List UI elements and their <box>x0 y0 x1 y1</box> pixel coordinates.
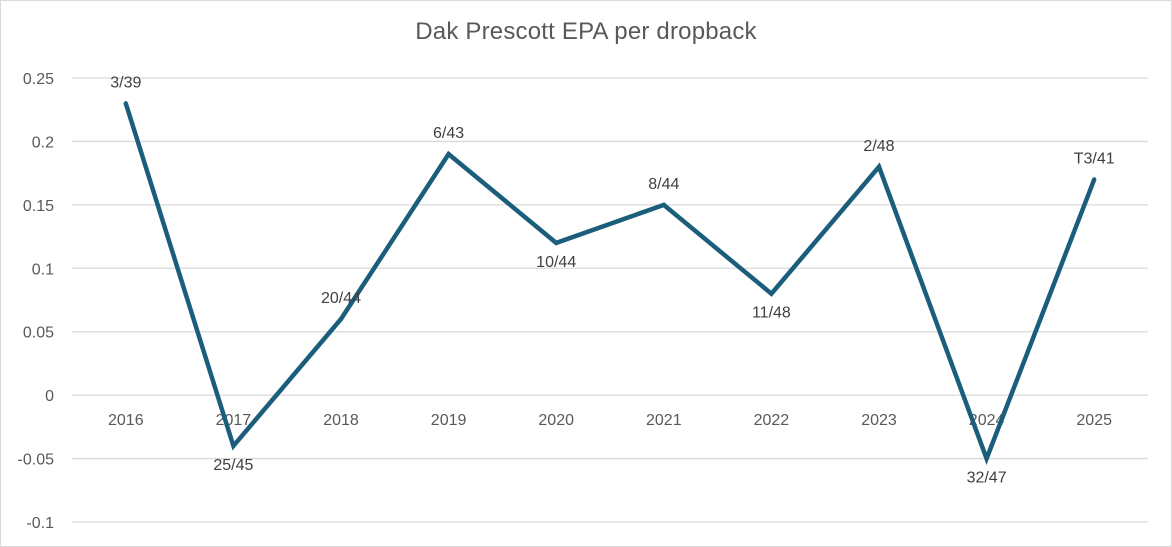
x-tick-label: 2020 <box>538 412 574 429</box>
data-label: 20/44 <box>321 290 361 307</box>
x-tick-label: 2021 <box>646 412 682 429</box>
series-layer <box>123 101 1097 465</box>
x-tick-label: 2017 <box>216 412 252 429</box>
chart-title: Dak Prescott EPA per dropback <box>415 18 757 45</box>
data-point <box>123 101 128 106</box>
x-tick-label: 2023 <box>861 412 897 429</box>
data-label: 32/47 <box>967 470 1007 487</box>
y-tick-label: 0 <box>45 388 54 405</box>
series-line <box>123 102 1097 465</box>
data-label: 6/43 <box>433 125 464 142</box>
x-tick-label: 2016 <box>108 412 144 429</box>
x-tick-label: 2018 <box>323 412 359 429</box>
y-tick-label: 0.25 <box>23 71 54 88</box>
y-tick-label: 0.05 <box>23 325 54 342</box>
data-label: 8/44 <box>648 176 679 193</box>
x-tick-label: 2024 <box>969 412 1005 429</box>
x-tick-label: 2019 <box>431 412 467 429</box>
data-label: T3/41 <box>1074 150 1115 167</box>
gridlines <box>72 77 1148 523</box>
y-tick-label: -0.1 <box>26 515 54 532</box>
y-tick-label: 0.1 <box>32 261 54 278</box>
y-tick-label: -0.05 <box>18 452 55 469</box>
data-label: 25/45 <box>213 457 253 474</box>
data-point <box>661 202 666 208</box>
data-label: 3/39 <box>110 74 141 91</box>
data-label: 11/48 <box>752 305 791 322</box>
y-axis-ticks: 0.25 0.2 0.15 0.1 0.05 0 -0.05 -0.1 <box>18 71 55 532</box>
y-tick-label: 0.2 <box>32 134 54 151</box>
data-labels: 3/39 25/45 20/44 6/43 10/44 8/44 11/48 2/48 32/4… <box>110 74 1115 486</box>
data-label: 10/44 <box>536 254 576 271</box>
data-point <box>554 240 559 246</box>
y-tick-label: 0.15 <box>23 198 54 215</box>
data-point <box>231 443 236 449</box>
data-point <box>876 164 882 169</box>
data-point <box>984 456 989 461</box>
data-label: 2/48 <box>863 138 894 155</box>
data-point <box>338 316 344 322</box>
data-point <box>446 151 451 157</box>
data-point <box>1092 177 1097 182</box>
x-tick-label: 2022 <box>754 412 790 429</box>
x-tick-label: 2025 <box>1076 412 1112 429</box>
data-point <box>769 291 774 296</box>
